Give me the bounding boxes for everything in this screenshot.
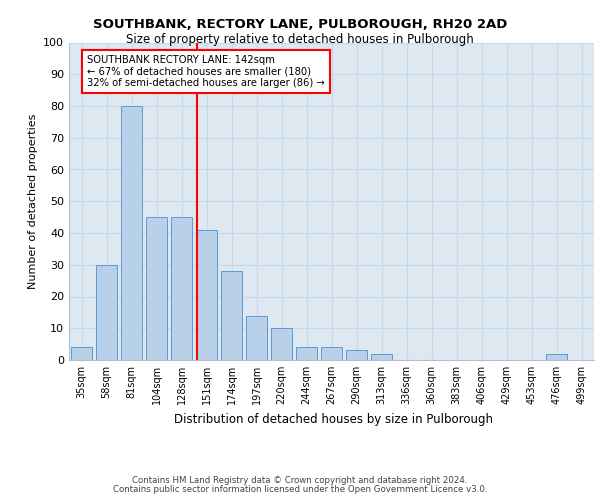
Bar bbox=[246, 316, 267, 360]
Text: Contains HM Land Registry data © Crown copyright and database right 2024.: Contains HM Land Registry data © Crown c… bbox=[132, 476, 468, 485]
Bar bbox=[221, 271, 242, 360]
Text: Contains public sector information licensed under the Open Government Licence v3: Contains public sector information licen… bbox=[113, 485, 487, 494]
Text: Distribution of detached houses by size in Pulborough: Distribution of detached houses by size … bbox=[173, 412, 493, 426]
Bar bbox=[196, 230, 217, 360]
Bar bbox=[346, 350, 367, 360]
Bar bbox=[96, 265, 117, 360]
Text: Size of property relative to detached houses in Pulborough: Size of property relative to detached ho… bbox=[126, 32, 474, 46]
Text: SOUTHBANK RECTORY LANE: 142sqm
← 67% of detached houses are smaller (180)
32% of: SOUTHBANK RECTORY LANE: 142sqm ← 67% of … bbox=[87, 55, 325, 88]
Bar bbox=[321, 348, 342, 360]
Bar bbox=[546, 354, 567, 360]
Bar bbox=[271, 328, 292, 360]
Text: SOUTHBANK, RECTORY LANE, PULBOROUGH, RH20 2AD: SOUTHBANK, RECTORY LANE, PULBOROUGH, RH2… bbox=[93, 18, 507, 30]
Bar bbox=[121, 106, 142, 360]
Bar bbox=[371, 354, 392, 360]
Bar bbox=[71, 348, 92, 360]
Bar bbox=[146, 217, 167, 360]
Bar bbox=[171, 217, 192, 360]
Bar bbox=[296, 348, 317, 360]
Y-axis label: Number of detached properties: Number of detached properties bbox=[28, 114, 38, 289]
